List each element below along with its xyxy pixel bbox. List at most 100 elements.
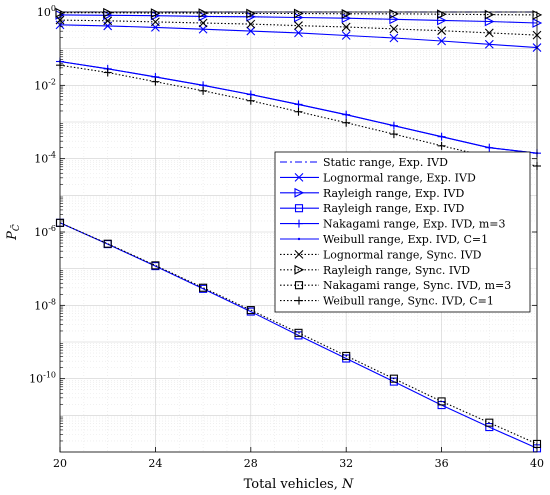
y-tick-label: 10-2 [34,77,56,92]
y-tick-label: 10-4 [34,151,56,166]
data-point [392,124,396,127]
data-point [389,14,400,25]
legend-marker [297,237,301,241]
data-point [294,21,303,30]
legend-label: Nakagami range, Sync. IVD, m=3 [323,279,511,292]
legend-entry: Weibull range, Exp. IVD, C=1 [280,233,488,246]
data-point [389,374,398,383]
data-point [246,19,256,29]
data-point [484,28,494,38]
data-point [103,16,113,26]
data-point [437,36,446,46]
data-point [201,84,205,87]
legend-label: Weibull range, Sync. IVD, C=1 [323,295,494,308]
legend-label: Lognormal range, Exp. IVD [323,171,476,184]
y-tick-labels: 100 10-2 10-4 10-6 10-8 10-10 [29,4,56,386]
legend-entry: Rayleigh range, Exp. IVD [280,202,464,215]
legend-label: Static range, Exp. IVD [323,156,448,169]
legend-entry: Rayleigh range, Exp. IVD [280,187,464,200]
data-point [488,146,491,149]
series-line [59,222,538,445]
data-point [294,28,303,38]
data-point [342,351,351,360]
grid [59,12,538,453]
tick-layer [59,11,538,452]
data-point [246,306,255,315]
legend-entry: Weibull range, Sync. IVD, C=1 [280,295,494,308]
legend-label: Nakagami range, Exp. IVD, m=3 [323,218,506,231]
y-axis-label-text: PC̄ [5,224,22,241]
legend-entry: Nakagami range, Sync. IVD, m=3 [280,279,511,292]
legend-marker [294,187,305,198]
y-tick-label: 10-10 [29,371,56,386]
data-point [485,423,494,432]
x-tick-labels: 20 24 28 32 36 40 [53,457,544,470]
data-point [151,17,160,27]
data-point [345,113,348,116]
legend-marker [294,281,304,290]
data-point [389,33,399,43]
series-line [59,64,538,167]
data-point [103,239,112,248]
legend-entry: Rayleigh range, Sync. IVD [280,264,470,277]
series-line [60,12,538,16]
x-tick-label: 20 [53,457,67,470]
data-point [342,118,351,127]
data-point [484,39,494,49]
data-point [154,75,157,79]
legend-entry: Static range, Exp. IVD [280,156,448,169]
legend-label: Lognormal range, Sync. IVD [323,248,482,261]
data-point [389,130,398,139]
data-point [293,8,304,19]
x-tick-label: 24 [148,457,162,470]
data-point [199,86,208,95]
y-tick-label: 10-6 [34,224,56,239]
x-axis-label: Total vehicles, N [244,477,354,492]
data-point [437,15,447,26]
y-axis-label: PC̄ [5,224,22,241]
data-point [341,22,351,32]
data-point [485,418,494,427]
legend-marker [294,173,304,182]
data-point [246,26,256,36]
legend-label: Weibull range, Exp. IVD, C=1 [323,233,488,246]
data-point [341,31,351,40]
series-line [59,222,538,449]
legend-entry: Lognormal range, Sync. IVD [280,248,482,261]
data-point [389,24,399,34]
data-point [437,26,446,36]
data-point [249,93,252,96]
data-point [440,135,443,138]
legend-box [274,151,531,313]
legend: Static range, Exp. IVD Lognormal range, E… [274,151,531,313]
legend-entry: Lognormal range, Exp. IVD [280,171,476,184]
series-7 [55,15,542,40]
x-tick-label: 40 [530,457,544,470]
data-point [246,96,255,105]
legend-marker [294,250,304,259]
legend-marker [294,264,305,275]
data-point [294,107,303,116]
series-line [59,14,538,24]
data-point [484,9,495,20]
data-point [484,16,495,27]
data-point [103,7,113,18]
data-point [297,103,300,106]
legend-marker [294,204,304,213]
data-point [437,141,446,150]
legend-marker [295,219,303,228]
data-point [198,18,208,28]
x-tick-label: 32 [339,457,353,470]
data-point [294,328,303,337]
data-point [198,8,209,18]
legend-entry: Nakagami range, Exp. IVD, m=3 [280,218,506,231]
x-tick-label: 36 [435,457,449,470]
y-tick-label: 10-8 [34,297,56,312]
legend-label: Rayleigh range, Exp. IVD [323,187,464,200]
data-point [151,77,160,86]
data-point [151,261,160,270]
legend-label: Rayleigh range, Exp. IVD [323,202,464,215]
data-point [198,24,208,34]
data-point [103,68,112,77]
